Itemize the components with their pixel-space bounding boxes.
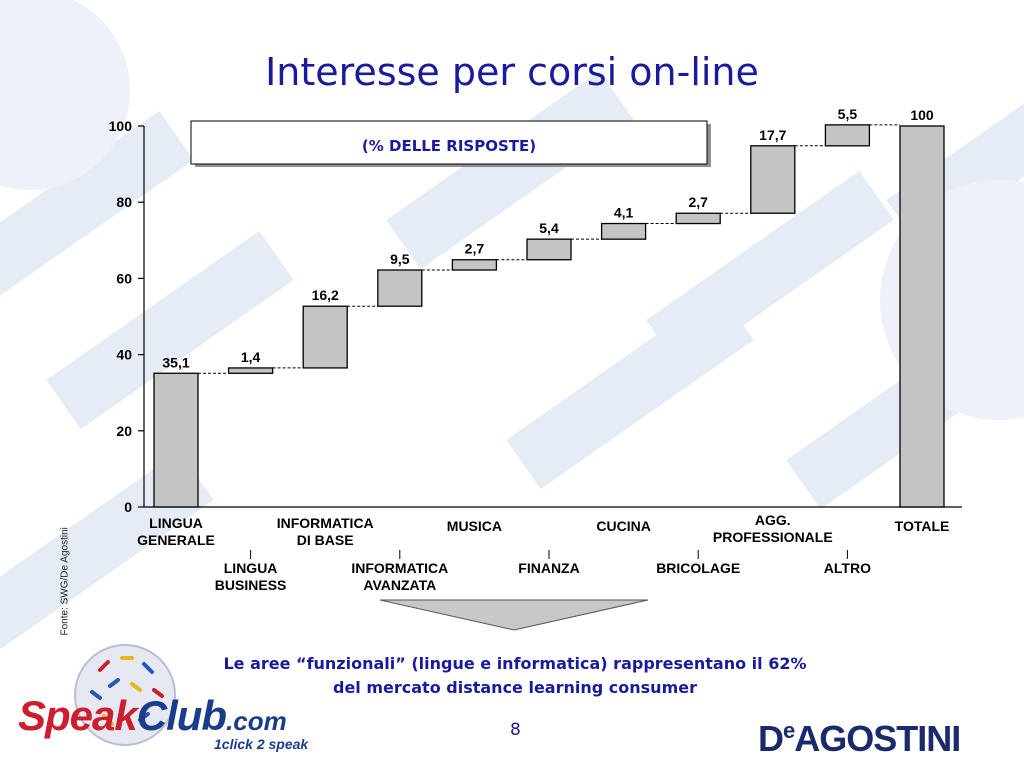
category-label-4: MUSICA [447,518,502,534]
category-label-7: BRICOLAGE [656,560,740,576]
speakclub-tagline: 1click 2 speak [214,736,309,752]
bar-6 [600,222,647,240]
speakclub-logo-speak: Speak [18,692,138,739]
value-label-1: 1,4 [241,349,261,365]
bar-2 [302,305,348,369]
slide-title: Interesse per corsi on-line [265,50,759,94]
value-label-0: 35,1 [162,354,189,370]
category-label-9: ALTRO [824,560,871,576]
subtitle-text: (% DELLE RISPOSTE) [362,137,536,155]
bar-10 [899,125,945,508]
y-tick-label-3: 60 [116,270,132,286]
category-label-5: FINANZA [518,560,579,576]
speakclub-logo: SpeakClub.com [18,692,287,740]
bar-5 [526,238,572,261]
category-label-3: INFORMATICA AVANZATA [351,560,448,593]
category-label-8: AGG. PROFESSIONALE [713,512,833,545]
conclusion-text: Le aree “funzionali” (lingue e informati… [150,652,880,700]
down-arrow-shape [379,599,649,631]
y-tick-label-2: 40 [116,347,132,363]
y-tick-label-1: 20 [116,423,132,439]
bar-1 [227,367,274,374]
source-note: Fonte: SWG/De Agostini [59,527,71,636]
value-label-6: 4,1 [614,205,634,221]
category-label-10: TOTALE [895,518,950,534]
bar-3 [377,269,423,307]
conclusion-line-1: Le aree “funzionali” (lingue e informati… [223,654,807,673]
deagostini-logo-e: e [783,718,795,743]
bar-8 [750,145,796,214]
y-tick-label-4: 80 [116,194,132,210]
deagostini-logo-d: D [758,718,784,759]
value-label-2: 16,2 [312,287,339,303]
deagostini-logo-agostini: AGOSTINI [794,718,961,759]
speakclub-logo-com: .com [226,706,287,736]
category-label-0: LINGUA GENERALE [137,515,215,548]
category-label-1: LINGUA BUSINESS [215,560,287,593]
value-label-9: 5,5 [838,106,858,122]
subtitle-box: (% DELLE RISPOSTE) [190,120,711,167]
value-label-7: 2,7 [688,194,708,210]
conclusion-line-2: del mercato distance learning consumer [333,678,697,697]
deagostini-logo: DeAGOSTINI [758,718,961,760]
value-label-5: 5,4 [539,220,559,236]
bar-7 [675,212,721,225]
y-tick-label-5: 100 [109,118,133,134]
speakclub-logo-club: Club [136,692,227,739]
value-label-3: 9,5 [390,251,410,267]
value-label-8: 17,7 [759,127,786,143]
value-label-10: 100 [910,107,934,123]
category-label-6: CUCINA [596,518,650,534]
bar-4 [451,259,498,271]
bar-0 [153,372,199,508]
speakclub-globe-icon [74,644,176,746]
category-label-2: INFORMATICA DI BASE [277,515,374,548]
page-number: 8 [510,720,521,740]
y-tick-label-0: 0 [124,499,132,515]
value-label-4: 2,7 [465,241,485,257]
bar-9 [824,124,871,147]
